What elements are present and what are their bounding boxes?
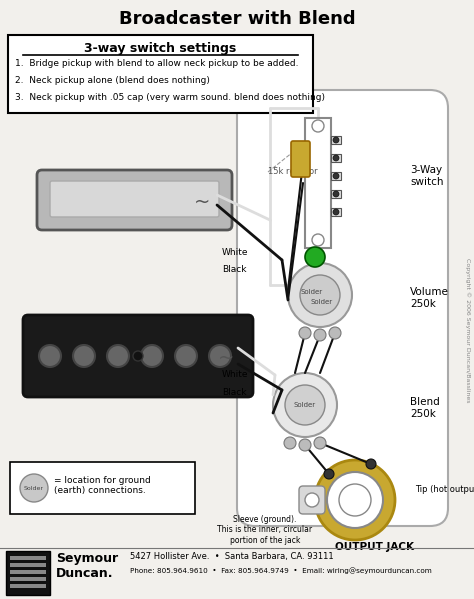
Circle shape xyxy=(333,155,339,161)
FancyBboxPatch shape xyxy=(50,181,219,217)
Bar xyxy=(6,551,50,595)
Bar xyxy=(10,584,46,588)
Bar xyxy=(10,577,46,581)
Circle shape xyxy=(299,439,311,451)
Text: Solder: Solder xyxy=(301,289,323,295)
Bar xyxy=(10,563,46,567)
FancyBboxPatch shape xyxy=(23,315,253,397)
Text: Black: Black xyxy=(222,388,246,397)
Text: Solder: Solder xyxy=(311,299,333,305)
Bar xyxy=(331,190,341,198)
Text: .05
cap: .05 cap xyxy=(310,252,320,262)
Circle shape xyxy=(324,469,334,479)
Text: 3-Way
switch: 3-Way switch xyxy=(410,165,444,187)
Bar xyxy=(305,118,331,248)
Circle shape xyxy=(273,373,337,437)
Circle shape xyxy=(339,484,371,516)
FancyBboxPatch shape xyxy=(291,141,310,177)
Bar xyxy=(331,172,341,180)
Text: Phone: 805.964.9610  •  Fax: 805.964.9749  •  Email: wiring@seymourduncan.com: Phone: 805.964.9610 • Fax: 805.964.9749 … xyxy=(130,567,432,574)
Text: 1.  Bridge pickup with blend to allow neck pickup to be added.: 1. Bridge pickup with blend to allow nec… xyxy=(15,59,299,68)
Circle shape xyxy=(333,191,339,197)
Bar xyxy=(10,570,46,574)
Circle shape xyxy=(288,263,352,327)
Circle shape xyxy=(366,459,376,469)
Circle shape xyxy=(327,472,383,528)
Bar xyxy=(331,154,341,162)
Circle shape xyxy=(285,385,325,425)
FancyBboxPatch shape xyxy=(237,90,448,526)
FancyBboxPatch shape xyxy=(37,170,232,230)
Text: White: White xyxy=(222,370,248,379)
Circle shape xyxy=(20,474,48,502)
Text: Solder: Solder xyxy=(24,486,44,491)
Circle shape xyxy=(299,327,311,339)
Text: Copyright © 2006 Seymour Duncan/Basslines: Copyright © 2006 Seymour Duncan/Bassline… xyxy=(465,258,471,403)
Text: 3.  Neck pickup with .05 cap (very warm sound. blend does nothing): 3. Neck pickup with .05 cap (very warm s… xyxy=(15,93,325,102)
Circle shape xyxy=(141,345,163,367)
Text: Seymour
Duncan.: Seymour Duncan. xyxy=(56,552,118,580)
Text: ~: ~ xyxy=(218,349,234,368)
Bar xyxy=(10,462,195,514)
Circle shape xyxy=(312,120,324,132)
Circle shape xyxy=(133,351,143,361)
Circle shape xyxy=(333,173,339,179)
Circle shape xyxy=(315,460,395,540)
Text: Broadcaster with Blend: Broadcaster with Blend xyxy=(118,10,356,28)
Circle shape xyxy=(314,437,326,449)
Circle shape xyxy=(300,275,340,315)
Bar xyxy=(331,136,341,144)
Text: Black: Black xyxy=(222,265,246,274)
Circle shape xyxy=(284,437,296,449)
Text: 5427 Hollister Ave.  •  Santa Barbara, CA. 93111: 5427 Hollister Ave. • Santa Barbara, CA.… xyxy=(130,552,334,561)
Text: Blend
250k: Blend 250k xyxy=(410,397,440,419)
Text: = location for ground
(earth) connections.: = location for ground (earth) connection… xyxy=(54,476,151,495)
Text: ~: ~ xyxy=(194,192,210,211)
Text: Volume
250k: Volume 250k xyxy=(410,287,449,308)
Text: 3-way switch settings: 3-way switch settings xyxy=(84,42,237,55)
Text: White: White xyxy=(222,248,248,257)
Circle shape xyxy=(314,329,326,341)
Circle shape xyxy=(329,327,341,339)
Circle shape xyxy=(73,345,95,367)
Circle shape xyxy=(305,493,319,507)
Text: OUTPUT JACK: OUTPUT JACK xyxy=(336,542,414,552)
Circle shape xyxy=(39,345,61,367)
Circle shape xyxy=(107,345,129,367)
Circle shape xyxy=(333,209,339,215)
Bar xyxy=(10,556,46,560)
Circle shape xyxy=(209,345,231,367)
Text: 2.  Neck pickup alone (blend does nothing): 2. Neck pickup alone (blend does nothing… xyxy=(15,76,210,85)
Circle shape xyxy=(305,247,325,267)
Circle shape xyxy=(333,137,339,143)
Text: Tip (hot output): Tip (hot output) xyxy=(415,485,474,494)
Text: 15k resistor: 15k resistor xyxy=(268,167,318,176)
FancyBboxPatch shape xyxy=(299,486,325,514)
Text: Solder: Solder xyxy=(294,402,316,408)
Bar xyxy=(331,208,341,216)
Bar xyxy=(8,35,313,113)
Circle shape xyxy=(312,234,324,246)
Circle shape xyxy=(175,345,197,367)
Text: Sleeve (ground).
This is the inner, circular
portion of the jack: Sleeve (ground). This is the inner, circ… xyxy=(218,515,312,545)
